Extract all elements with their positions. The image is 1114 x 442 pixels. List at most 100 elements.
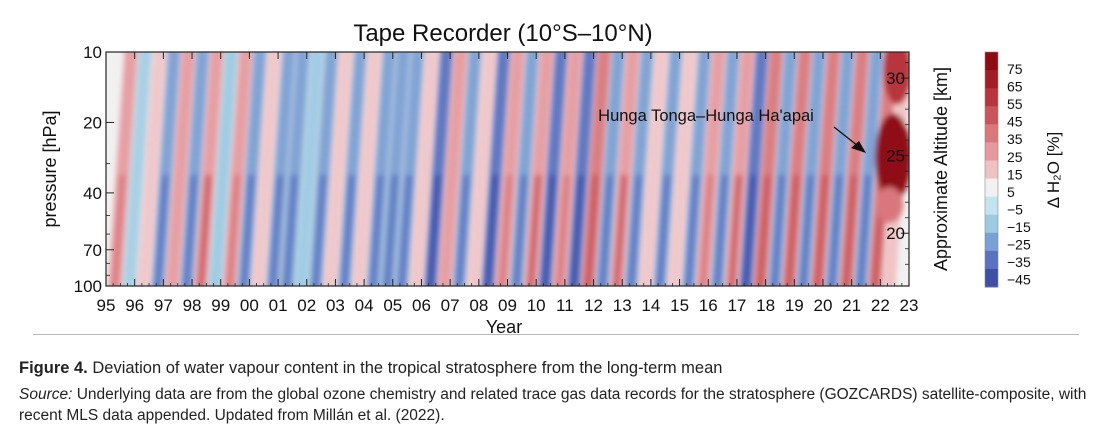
caption-source: Source: Underlying data are from the glo… bbox=[19, 384, 1104, 426]
x-tick-label: 18 bbox=[756, 296, 775, 315]
anomaly-band-core bbox=[398, 175, 413, 286]
anomaly-band bbox=[409, 52, 439, 286]
x-tick-label: 99 bbox=[211, 296, 230, 315]
colorbar-tick-label: 45 bbox=[1007, 114, 1023, 130]
tape-recorder-figure: Tape Recorder (10°S–10°N) 95 96 97 98 99 00 01… bbox=[40, 20, 1063, 335]
annotation-arrow-line bbox=[833, 126, 859, 147]
anomaly-band-core bbox=[384, 175, 399, 286]
right-tick-label: 20 bbox=[886, 224, 905, 243]
anomaly-bands bbox=[108, 52, 909, 286]
anomaly-band-core bbox=[111, 175, 126, 286]
anomaly-band-core bbox=[484, 175, 499, 286]
anomaly-band-core bbox=[498, 175, 513, 286]
x-tick-label: 08 bbox=[469, 296, 488, 315]
y-axis-ticks: 10 20 40 70 100 bbox=[74, 43, 114, 296]
anomaly-band-core bbox=[269, 175, 284, 286]
colorbar-tick-label: −5 bbox=[1007, 201, 1023, 217]
anomaly-band-core bbox=[627, 175, 642, 286]
x-tick-label: 21 bbox=[842, 296, 861, 315]
divider bbox=[33, 334, 1079, 335]
x-tick-label: 17 bbox=[727, 296, 746, 315]
anomaly-band-core bbox=[455, 175, 470, 286]
figure-caption: Figure 4. Deviation of water vapour cont… bbox=[19, 357, 1104, 426]
anomaly-band-core bbox=[312, 175, 327, 286]
x-tick-label: 05 bbox=[383, 296, 402, 315]
colorbar-swatch bbox=[985, 160, 998, 180]
colorbar-swatch bbox=[985, 268, 998, 288]
y-axis-label: pressure [hPa] bbox=[40, 110, 60, 227]
anomaly-band bbox=[122, 52, 152, 286]
right-tick-label: 30 bbox=[886, 69, 905, 88]
colorbar-tick-label: 55 bbox=[1007, 96, 1023, 112]
colorbar-tick-label: 65 bbox=[1007, 79, 1023, 95]
figure-text: Deviation of water vapour content in the… bbox=[87, 359, 723, 377]
anomaly-band-core bbox=[857, 175, 872, 286]
colorbar-tick-label: 5 bbox=[1007, 184, 1015, 200]
anomaly-band-core bbox=[369, 175, 384, 286]
colorbar-swatch bbox=[985, 88, 998, 107]
colorbar-tick-label: −35 bbox=[1007, 254, 1031, 270]
anomaly-band-core bbox=[154, 175, 169, 286]
plume-core bbox=[875, 113, 909, 202]
x-tick-label: 22 bbox=[871, 296, 890, 315]
x-tick-label: 00 bbox=[240, 296, 259, 315]
chart-title: Tape Recorder (10°S–10°N) bbox=[353, 20, 652, 47]
figure-label: Figure 4. bbox=[19, 359, 88, 377]
anomaly-band bbox=[294, 52, 325, 286]
plot-area: 95 96 97 98 99 00 01 02 03 04 05 06 07 08 09 10 11 12 13 14… bbox=[74, 43, 919, 315]
x-tick-label: 03 bbox=[326, 296, 345, 315]
y-tick-label: 100 bbox=[74, 277, 102, 296]
anomaly-band bbox=[667, 52, 697, 286]
caption-title: Figure 4. Deviation of water vapour cont… bbox=[19, 357, 1104, 379]
anomaly-band-core bbox=[541, 175, 556, 286]
anomaly-band-core bbox=[584, 175, 599, 286]
x-axis-ticks: 95 96 97 98 99 00 01 02 03 04 05 06 07 08 09 10 11 12 13 14… bbox=[97, 52, 918, 315]
anomaly-band-core bbox=[427, 175, 442, 286]
colorbar-swatch bbox=[985, 196, 998, 216]
x-tick-label: 06 bbox=[412, 296, 431, 315]
anomaly-band bbox=[638, 52, 669, 286]
anomaly-band-core bbox=[527, 175, 542, 286]
x-axis-label: Year bbox=[486, 317, 522, 335]
x-tick-label: 19 bbox=[785, 296, 804, 315]
x-tick-label: 98 bbox=[183, 296, 202, 315]
colorbar-swatch bbox=[985, 232, 998, 252]
anomaly-band-core bbox=[240, 175, 255, 286]
x-tick-label: 02 bbox=[297, 296, 316, 315]
x-tick-label: 12 bbox=[584, 296, 603, 315]
anomaly-band bbox=[466, 52, 497, 286]
anomaly-band-core bbox=[570, 175, 585, 286]
anomaly-band-core bbox=[699, 175, 714, 286]
anomaly-band bbox=[251, 52, 282, 286]
x-tick-label: 13 bbox=[613, 296, 632, 315]
x-tick-label: 16 bbox=[699, 296, 718, 315]
right-axis-label: Approximate Altitude [km] bbox=[931, 67, 951, 271]
anomaly-band-core bbox=[613, 175, 628, 286]
colorbar-swatch bbox=[985, 250, 998, 270]
x-tick-label: 95 bbox=[97, 296, 116, 315]
anomaly-band-core bbox=[756, 175, 771, 286]
anomaly-band-core bbox=[713, 175, 728, 286]
annotation: Hunga Tonga–Hunga Ha'apai bbox=[598, 107, 866, 153]
x-tick-label: 20 bbox=[814, 296, 833, 315]
source-label: Source: bbox=[19, 386, 73, 403]
x-tick-label: 15 bbox=[670, 296, 689, 315]
y-tick-label: 10 bbox=[83, 43, 102, 62]
x-tick-label: 96 bbox=[125, 296, 144, 315]
anomaly-band bbox=[165, 52, 195, 286]
anomaly-band-core bbox=[599, 175, 614, 286]
anomaly-band-core bbox=[785, 175, 800, 286]
colorbar-tick-label: −25 bbox=[1007, 237, 1031, 253]
colorbar-tick-label: 75 bbox=[1007, 61, 1023, 77]
right-axis-ticks: 20 25 30 bbox=[886, 62, 909, 265]
anomaly-band-core bbox=[728, 175, 743, 286]
anomaly-band-core bbox=[742, 175, 757, 286]
x-tick-label: 97 bbox=[154, 296, 173, 315]
x-tick-label: 04 bbox=[355, 296, 374, 315]
y-tick-label: 20 bbox=[83, 113, 102, 132]
annotation-arrow-head bbox=[851, 141, 866, 153]
colorbar-swatch bbox=[985, 70, 998, 89]
anomaly-band-core bbox=[799, 175, 814, 286]
colorbar-tick-label: 25 bbox=[1007, 149, 1023, 165]
plume-lower bbox=[875, 186, 904, 223]
